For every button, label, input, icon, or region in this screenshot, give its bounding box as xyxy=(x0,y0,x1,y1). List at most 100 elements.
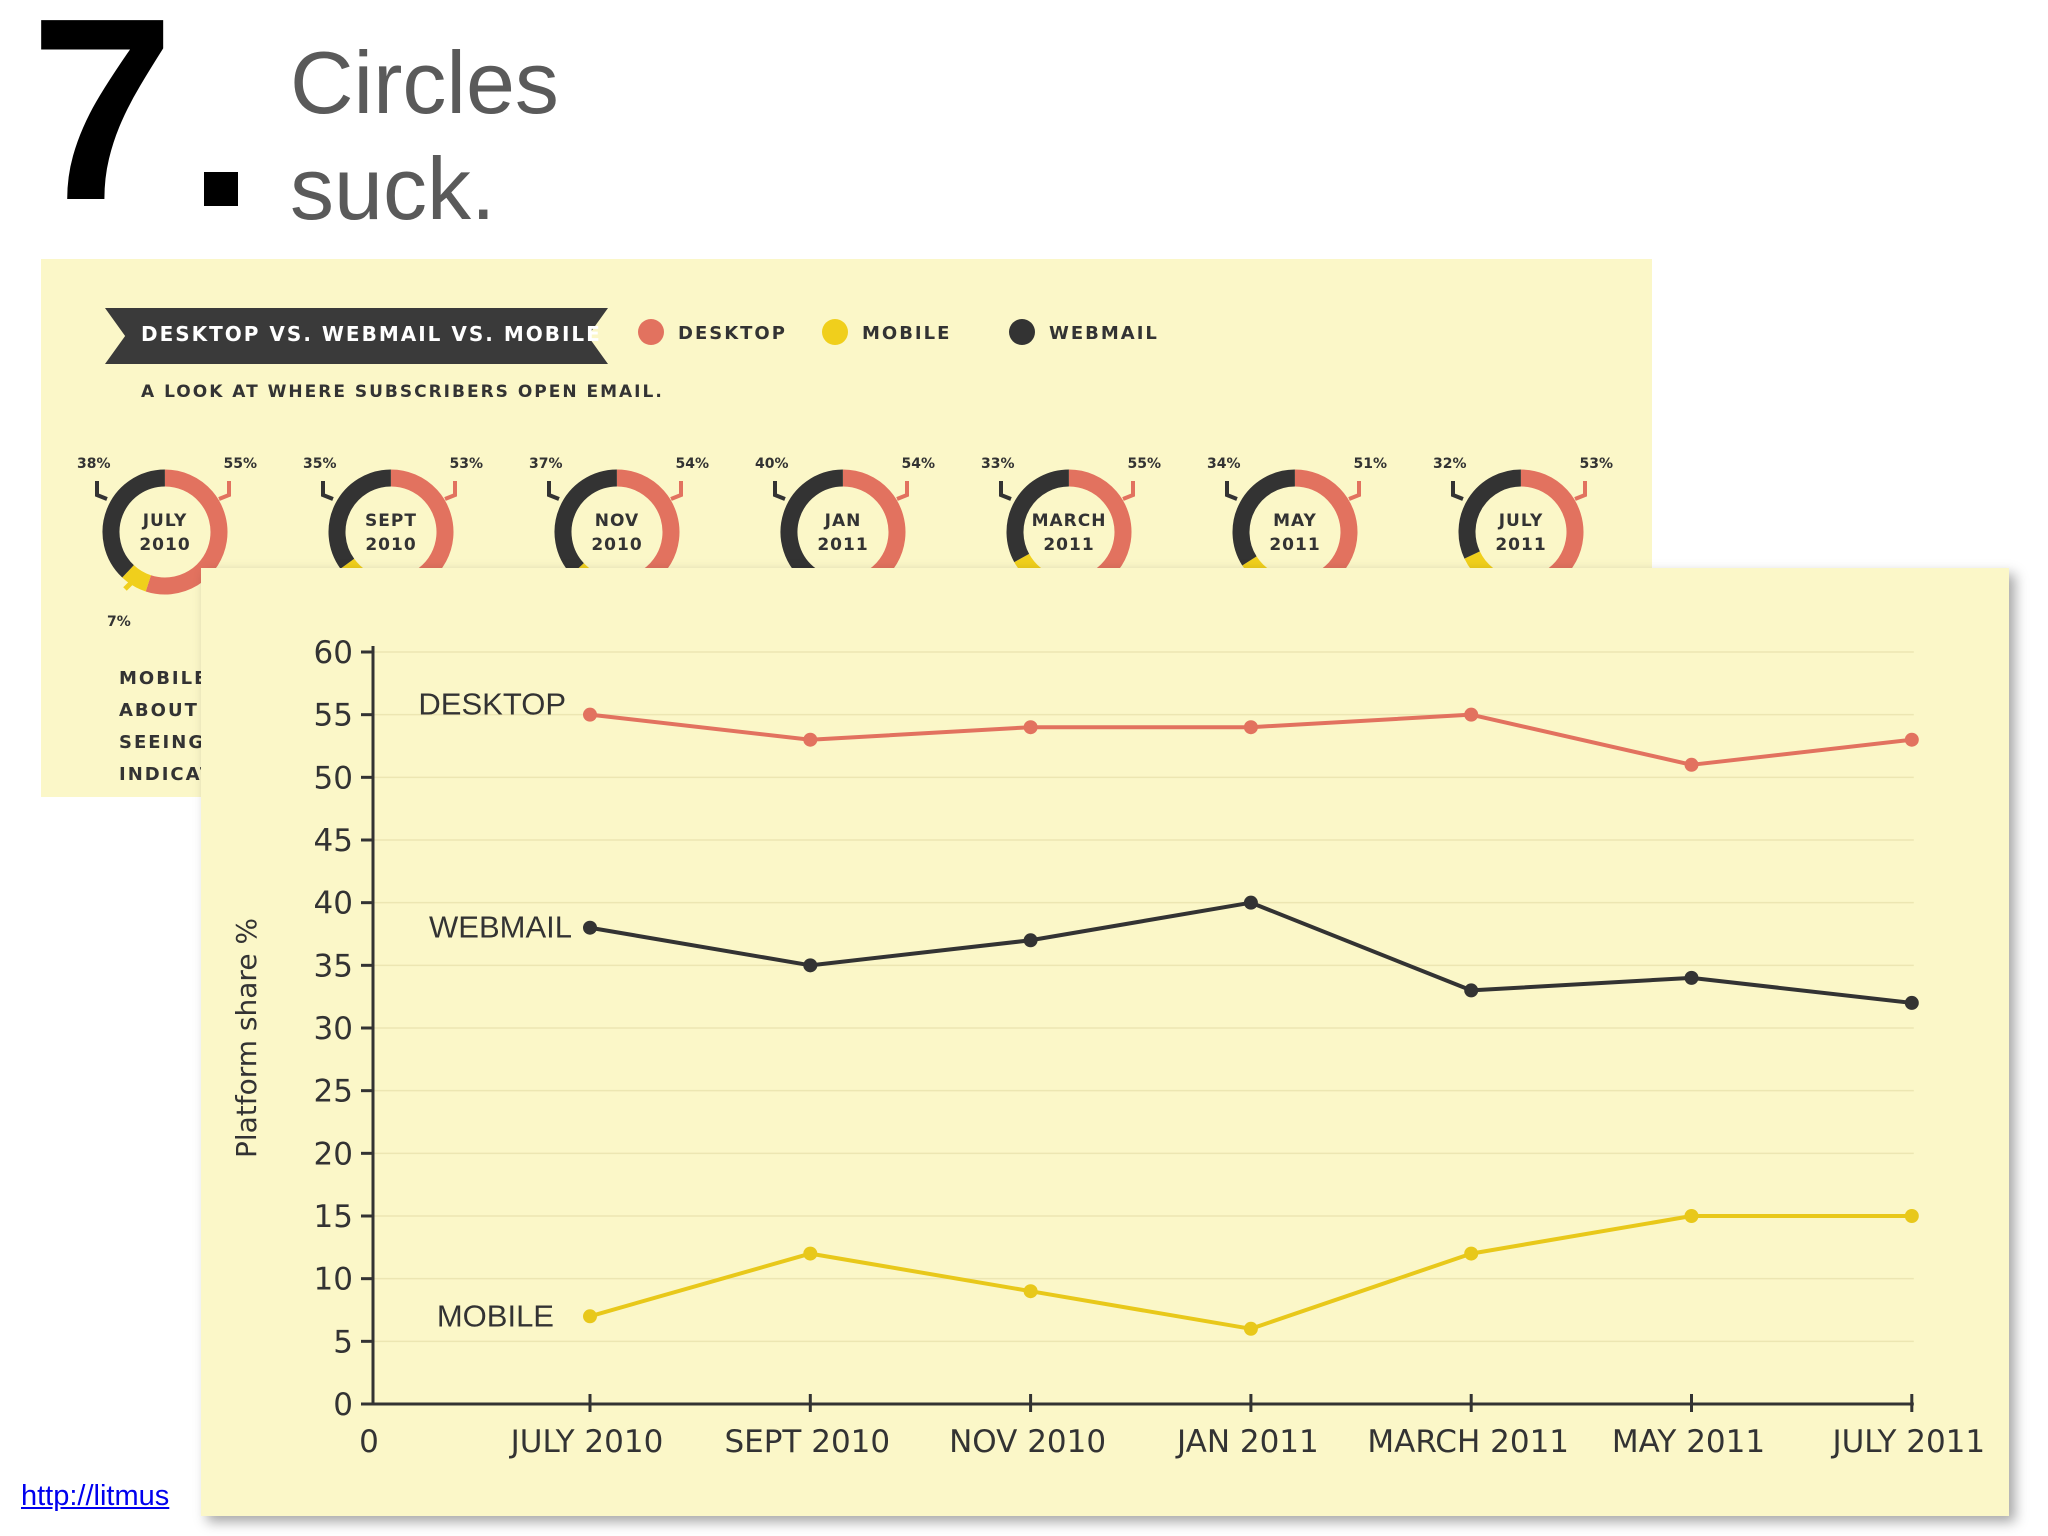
donut-year-label: 2010 xyxy=(591,535,642,555)
donut-month-label: JULY xyxy=(1498,511,1544,531)
line-chart: 0 5 10 15 20 25 30 35 40 45 50 55 60 0 JULY 2010 SEPT 2… xyxy=(230,635,1985,1460)
data-point-mobile xyxy=(1684,1209,1699,1223)
infographic-banner-text: DESKTOP VS. WEBMAIL VS. MOBILE xyxy=(141,322,602,346)
x-tick-label: JAN 2011 xyxy=(1175,1424,1319,1460)
donut-webmail-leader xyxy=(95,481,108,501)
legend-mobile-dot xyxy=(822,319,848,345)
slide-number-dot xyxy=(204,172,238,206)
donut-webmail-leader xyxy=(773,481,786,501)
data-point-desktop xyxy=(583,707,597,722)
donut-desktop-pct: 54% xyxy=(901,456,935,472)
y-tick-label: 50 xyxy=(314,760,353,796)
x-origin-label: 0 xyxy=(359,1424,379,1460)
donut-webmail-leader xyxy=(1225,481,1238,501)
legend-desktop: DESKTOP xyxy=(638,319,787,345)
series-line-webmail xyxy=(589,900,1913,1005)
y-tick-label: 5 xyxy=(333,1324,353,1360)
donut-webmail-leader xyxy=(321,481,334,501)
infographic-subtitle: A LOOK AT WHERE SUBSCRIBERS OPEN EMAIL. xyxy=(141,382,664,402)
donut-webmail-pct: 32% xyxy=(1433,456,1467,472)
donut-year-label: 2011 xyxy=(1269,535,1320,555)
donut-year-label: 2011 xyxy=(817,535,868,555)
slide-number: 7 xyxy=(30,0,175,255)
data-point-desktop xyxy=(1464,707,1479,722)
donut-desktop-pct: 53% xyxy=(449,456,483,472)
donut-year-label: 2010 xyxy=(139,535,190,555)
donut-mobile-leader xyxy=(123,575,139,591)
data-point-desktop xyxy=(1023,720,1038,735)
donut-desktop-leader xyxy=(670,481,683,501)
data-point-mobile xyxy=(803,1246,818,1261)
donut-webmail-arc xyxy=(1006,469,1070,563)
donut-month-label: MARCH xyxy=(1032,511,1107,531)
donut-webmail-leader xyxy=(1451,481,1464,501)
y-tick-label: 0 xyxy=(333,1387,353,1423)
donut-webmail-pct: 40% xyxy=(755,456,789,472)
donut-desktop-pct: 55% xyxy=(223,456,257,472)
donut-webmail-arc xyxy=(554,469,618,575)
donut-webmail-leader xyxy=(547,481,560,501)
line-chart-panel: 0 5 10 15 20 25 30 35 40 45 50 55 60 0 JULY 2010 SEPT 2… xyxy=(201,568,2009,1516)
data-point-desktop xyxy=(1904,732,1919,747)
side-text-line-1: MOBILE xyxy=(119,668,209,689)
donut-desktop-pct: 53% xyxy=(1579,456,1613,472)
donut-webmail-arc xyxy=(780,469,844,583)
y-tick-label: 60 xyxy=(314,635,353,671)
x-tick-label: MARCH 2011 xyxy=(1367,1424,1569,1460)
donut-webmail-arc xyxy=(1232,469,1296,566)
donut-webmail-arc xyxy=(102,469,166,578)
donut-desktop-leader xyxy=(444,481,457,501)
y-tick-label: 35 xyxy=(314,948,353,984)
source-link[interactable]: http://litmus xyxy=(21,1480,170,1512)
donut-desktop-pct: 51% xyxy=(1353,456,1387,472)
slide-title: Circles suck. xyxy=(290,30,559,242)
donut-year-label: 2011 xyxy=(1495,535,1546,555)
y-tick-label: 45 xyxy=(314,823,353,859)
donut-month-label: NOV xyxy=(595,511,639,531)
donut-desktop-arc xyxy=(145,469,228,595)
x-tick-label: JULY 2011 xyxy=(1830,1424,1985,1460)
donut-month-label: JAN xyxy=(824,511,862,531)
series-label-desktop: DESKTOP xyxy=(418,687,566,722)
data-point-webmail xyxy=(1684,970,1699,985)
donut-month-label: SEPT xyxy=(365,511,417,531)
data-point-mobile xyxy=(583,1309,597,1324)
data-point-mobile xyxy=(1023,1284,1038,1299)
donut-year-label: 2011 xyxy=(1043,535,1094,555)
y-tick-label: 55 xyxy=(314,698,353,734)
y-axis-label: Platform share % xyxy=(230,918,263,1158)
x-tick-label: SEPT 2010 xyxy=(724,1424,890,1460)
y-tick-label: 40 xyxy=(314,886,353,922)
donut-webmail-pct: 38% xyxy=(77,456,111,472)
donut-webmail-leader xyxy=(999,481,1012,501)
y-tick-label: 20 xyxy=(314,1136,353,1172)
donut-webmail-pct: 34% xyxy=(1207,456,1241,472)
donut-webmail-pct: 35% xyxy=(303,456,337,472)
data-point-mobile xyxy=(1904,1209,1919,1223)
donut-webmail-arc xyxy=(328,469,392,569)
x-tick-label: NOV 2010 xyxy=(949,1424,1106,1460)
donut-webmail-pct: 37% xyxy=(529,456,563,472)
data-point-webmail xyxy=(803,958,818,973)
donut-desktop-leader xyxy=(1574,481,1587,501)
slide-title-line-1: Circles xyxy=(290,33,559,132)
donut-year-label: 2010 xyxy=(365,535,416,555)
side-text-line-4: INDICAT xyxy=(119,764,215,785)
legend-webmail-label: WEBMAIL xyxy=(1049,323,1159,344)
donut-mobile-pct: 7% xyxy=(107,614,131,630)
donut-desktop-pct: 55% xyxy=(1127,456,1161,472)
donut-webmail-pct: 33% xyxy=(981,456,1015,472)
donut-webmail-arc xyxy=(1458,469,1522,559)
y-tick-label: 25 xyxy=(314,1074,353,1110)
slide-title-line-2: suck. xyxy=(290,139,496,238)
x-tick-label: MAY 2011 xyxy=(1612,1424,1765,1460)
y-tick-label: 30 xyxy=(314,1011,353,1047)
donut-desktop-leader xyxy=(896,481,909,501)
donut-desktop-leader xyxy=(218,481,231,501)
donut-desktop-leader xyxy=(1348,481,1361,501)
side-text-line-2: ABOUT T xyxy=(119,700,222,721)
data-point-mobile xyxy=(1464,1246,1479,1261)
legend-mobile-label: MOBILE xyxy=(862,323,952,344)
series-line-mobile xyxy=(589,1214,1912,1331)
donut-desktop-leader xyxy=(1122,481,1135,501)
